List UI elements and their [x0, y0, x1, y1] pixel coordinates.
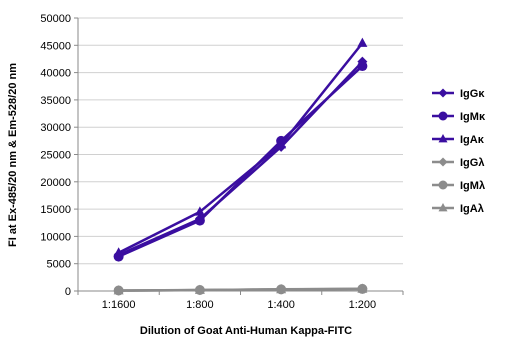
y-tick-label: 25000 [40, 150, 71, 162]
legend-marker [438, 180, 448, 190]
y-axis-title: FI at Ex-485/20 nm & Em-528/20 nm [7, 63, 19, 247]
y-tick-label: 30000 [40, 122, 71, 134]
series-IgAκ [113, 37, 368, 257]
series-line [118, 65, 364, 258]
legend-label: IgAκ [460, 134, 485, 146]
x-tick-label: 1:400 [267, 299, 295, 311]
x-tick-label: 1:200 [349, 299, 377, 311]
data-point [194, 284, 205, 294]
y-tick-label: 15000 [40, 204, 71, 216]
series-IgMκ [113, 61, 368, 262]
legend-entry: IgGκ [432, 88, 485, 100]
legend-label: IgGκ [460, 88, 485, 100]
legend: IgGκ IgMκ IgAκ IgGλ IgMλ IgAλ [432, 88, 486, 215]
data-point [113, 285, 124, 295]
y-tick-label: 5000 [47, 259, 71, 271]
data-series [113, 37, 368, 296]
data-point [194, 215, 205, 226]
legend-marker [438, 134, 448, 143]
y-tick-label: 10000 [40, 231, 71, 243]
tick-labels: 0 5000 10000 15000 20000 25000 30000 35000 40000… [40, 13, 376, 311]
gridlines [78, 17, 403, 265]
series-IgGκ [113, 56, 368, 260]
legend-label: IgMκ [460, 111, 486, 123]
legend-marker [438, 111, 448, 121]
legend-label: IgMλ [460, 180, 485, 192]
legend-entry: IgAκ [432, 134, 485, 146]
series-line [118, 287, 363, 292]
series-line [118, 42, 364, 254]
y-tick-label: 45000 [40, 40, 71, 52]
data-point [113, 247, 124, 257]
data-point [357, 37, 368, 47]
y-tick-label: 50000 [40, 13, 71, 25]
y-tick-label: 35000 [40, 95, 71, 107]
legend-marker [438, 88, 448, 98]
series-IgAλ [113, 283, 368, 295]
x-axis-title: Dilution of Goat Anti-Human Kappa-FITC [140, 325, 352, 337]
legend-entry: IgMλ [432, 180, 485, 192]
y-tick-label: 20000 [40, 177, 71, 189]
legend-entry: IgMκ [432, 111, 486, 123]
data-point [276, 139, 287, 149]
y-tick-label: 40000 [40, 68, 71, 80]
y-tick-label: 0 [65, 286, 71, 298]
legend-label: IgGλ [460, 157, 484, 169]
x-tick-label: 1:1600 [102, 299, 136, 311]
data-point [276, 283, 287, 294]
legend-entry: IgAλ [432, 203, 484, 215]
x-tick-label: 1:800 [186, 299, 214, 311]
data-point [357, 61, 368, 72]
data-point [357, 283, 368, 293]
legend-marker [438, 203, 448, 212]
legend-label: IgAλ [460, 203, 484, 215]
data-point [194, 206, 205, 216]
legend-entry: IgGλ [432, 157, 484, 169]
legend-marker [438, 157, 448, 167]
